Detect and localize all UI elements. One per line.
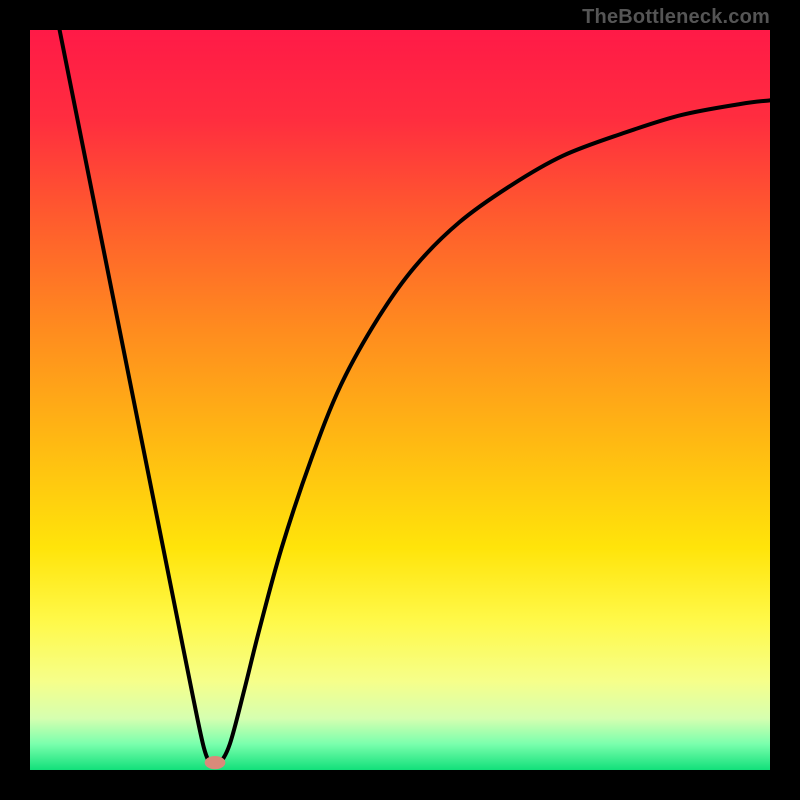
gradient-background	[30, 30, 770, 770]
bottleneck-curve-chart	[30, 30, 770, 770]
plot-area	[30, 30, 770, 770]
watermark-text: TheBottleneck.com	[582, 6, 770, 29]
optimum-marker	[205, 756, 226, 769]
chart-frame: TheBottleneck.com	[0, 0, 800, 800]
